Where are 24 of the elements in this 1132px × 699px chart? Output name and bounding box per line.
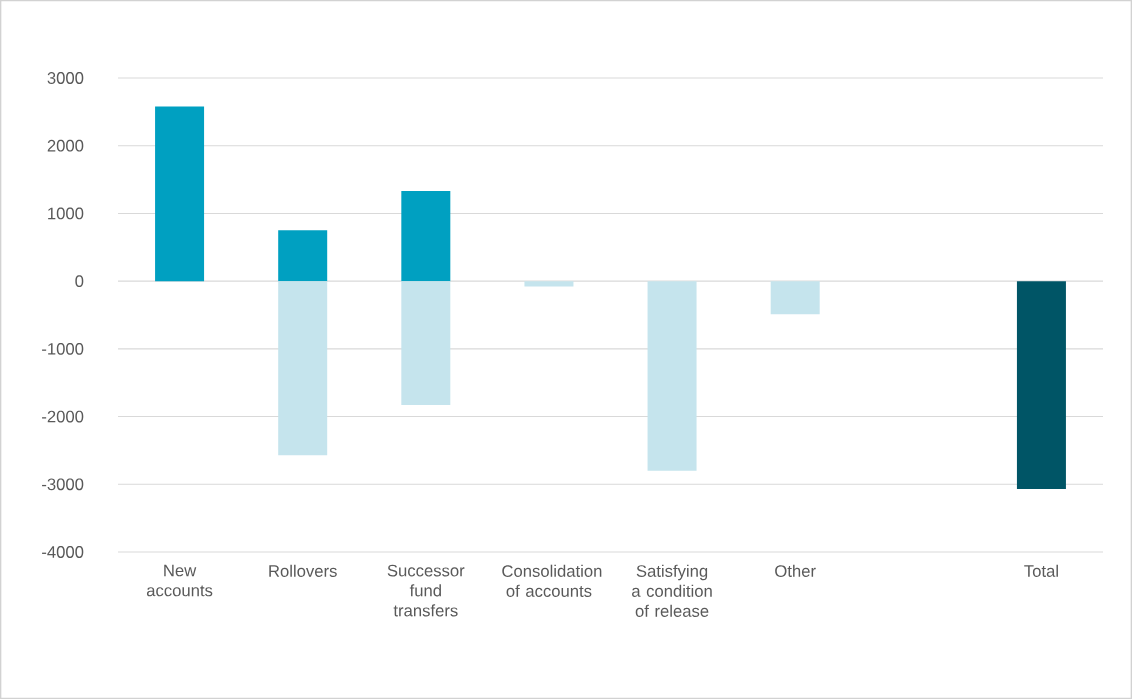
bar [524, 281, 574, 287]
y-tick-label: 2000 [47, 139, 84, 152]
bar [278, 230, 328, 282]
bar [647, 281, 697, 471]
bar [1016, 281, 1066, 490]
bar [278, 281, 328, 456]
y-tick-label: -1000 [42, 342, 84, 355]
x-tick-label: New accounts [146, 564, 213, 597]
x-tick-label: Other [775, 564, 816, 577]
y-tick-label: -4000 [42, 546, 84, 558]
x-tick-label: Consolidation of accounts [502, 564, 602, 597]
bar [401, 281, 451, 406]
y-tick-label: 0 [75, 275, 84, 288]
x-tick-label: Successor fund transfers [387, 564, 465, 617]
y-tick-label: -3000 [42, 478, 84, 491]
bar [770, 281, 820, 315]
x-tick-label: Total [1024, 564, 1058, 577]
x-tick-label: Satisfying a condition of release [632, 564, 712, 617]
y-tick-label: -2000 [42, 410, 84, 423]
x-tick-label: Rollovers [269, 564, 337, 577]
bar [155, 106, 205, 282]
y-tick-label: 1000 [48, 207, 84, 220]
bar [401, 191, 451, 282]
y-tick-label: 3000 [47, 72, 84, 84]
